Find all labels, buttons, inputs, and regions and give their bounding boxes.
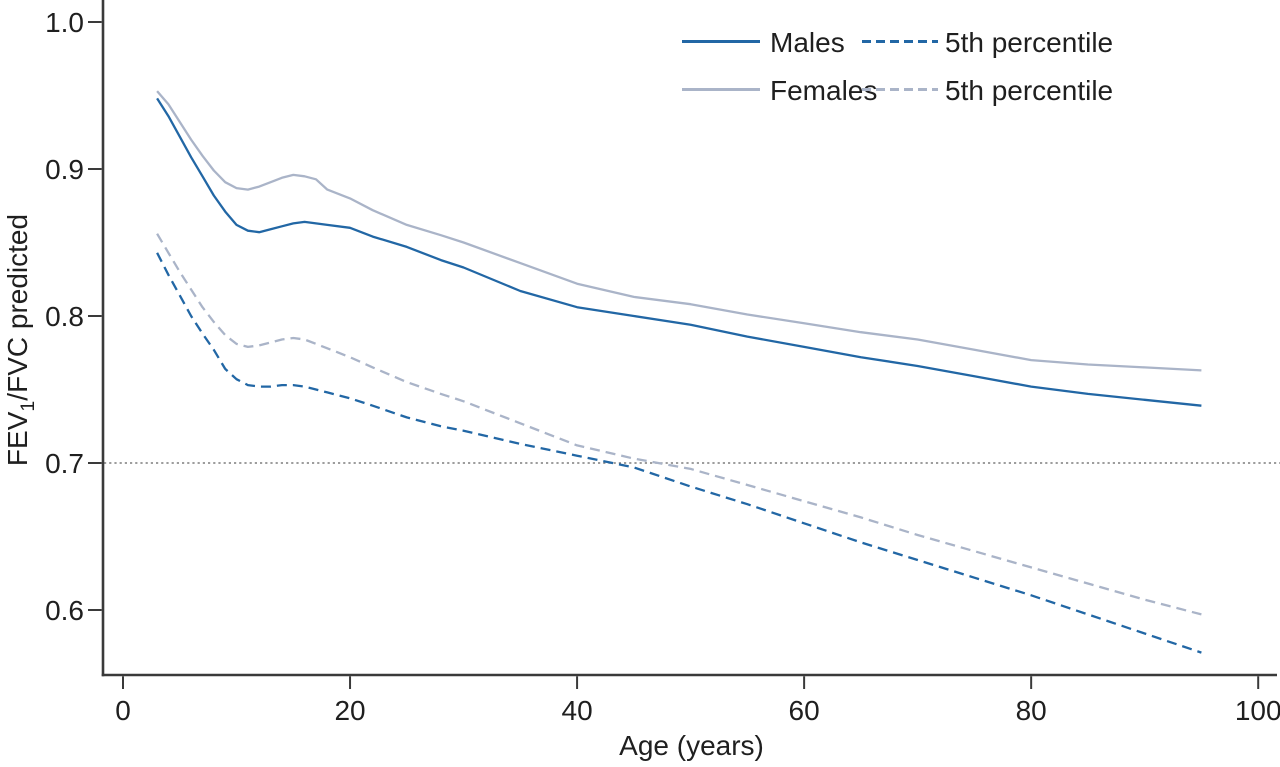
- y-axis-label-subscript: 1: [16, 400, 39, 412]
- y-tick-label: 0.6: [45, 595, 84, 626]
- x-tick-label: 60: [789, 695, 820, 726]
- legend-line-females-solid: [682, 88, 760, 91]
- y-tick-label: 0.9: [45, 154, 84, 185]
- legend-label-females: Females: [770, 75, 878, 106]
- legend-line-males-5th-percentile: [862, 40, 938, 43]
- x-axis-label: Age (years): [619, 730, 764, 761]
- y-tick-label: 0.7: [45, 448, 84, 479]
- y-axis-label-rest: /FVC predicted: [2, 213, 34, 401]
- legend-label-males: Males: [770, 27, 845, 58]
- x-tick-label: 0: [115, 695, 131, 726]
- series-line-females-5th-percentile: [156, 233, 1202, 616]
- y-axis-label-prefix: FEV: [2, 411, 34, 467]
- legend-line-males-solid: [682, 40, 760, 43]
- x-tick-label: 40: [562, 695, 593, 726]
- series-line-females: [156, 90, 1202, 372]
- y-tick-label: 0.8: [45, 301, 84, 332]
- x-tick-label: 20: [334, 695, 365, 726]
- y-tick-label: 1.0: [45, 7, 84, 38]
- series-line-males-5th-percentile: [156, 252, 1202, 654]
- legend-line-females-5th-percentile: [862, 88, 938, 91]
- legend-label-males-5th-percentile: 5th percentile: [945, 27, 1114, 58]
- y-axis-label: FEV1/FVC predicted: [2, 214, 40, 466]
- x-tick-label: 100: [1235, 695, 1280, 726]
- legend-label-females-5th-percentile: 5th percentile: [945, 75, 1114, 106]
- x-tick-label: 80: [1016, 695, 1047, 726]
- series-line-males: [156, 97, 1202, 407]
